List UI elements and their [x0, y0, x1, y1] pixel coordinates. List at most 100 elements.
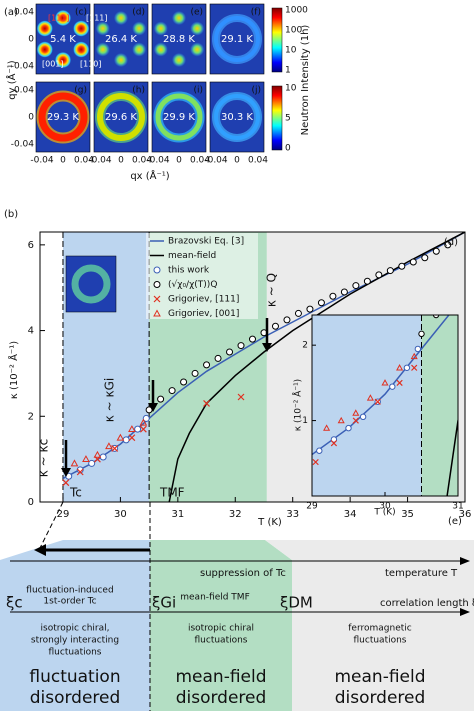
point	[345, 424, 352, 432]
bragg-spot	[73, 20, 90, 37]
regime-name: disordered	[335, 688, 426, 708]
point	[203, 400, 210, 407]
arrow-head	[61, 468, 71, 477]
arrow-head	[34, 544, 46, 556]
point	[375, 271, 383, 279]
regime-name: disordered	[30, 688, 121, 708]
arrow-head	[262, 343, 272, 352]
arrow-label: temperature T	[385, 568, 458, 579]
x-tick-label: 33	[286, 509, 299, 520]
series-group	[62, 232, 465, 502]
point	[214, 354, 222, 362]
x-tick-label: 29	[57, 509, 70, 520]
y-tick-label: 1	[302, 416, 308, 426]
point	[396, 379, 403, 386]
map-letter: (e)	[190, 8, 203, 18]
series-group	[312, 315, 458, 496]
legend-label: (√χ₀/χ(T))Q	[168, 279, 217, 290]
transition-label: 1st-order Tc	[43, 597, 96, 607]
length-label: ξGi	[152, 594, 176, 612]
y-tick-label: 0.04	[14, 8, 34, 18]
arrow-head	[460, 557, 470, 565]
bragg-spot	[73, 41, 90, 58]
legend: Brazovski Eq. [3] mean-field this work (√χ₀…	[146, 233, 258, 319]
bragg-spot	[95, 21, 110, 36]
point	[249, 335, 256, 343]
legend-symbol	[153, 281, 161, 288]
regime-name: fluctuation	[29, 667, 120, 687]
map-temperature: 29.6 K	[105, 112, 137, 123]
map-temperature: 29.3 K	[47, 112, 79, 123]
ring	[214, 16, 260, 62]
point	[340, 288, 348, 296]
regime-name: disordered	[176, 688, 267, 708]
colorbar-tick: 0	[285, 144, 291, 154]
point	[139, 425, 147, 433]
ring	[71, 264, 111, 304]
point	[396, 364, 404, 371]
legend-label: mean-field	[168, 251, 216, 261]
annotation: κ ~ κGi	[103, 378, 117, 422]
annotation: TMF	[159, 486, 185, 500]
point	[111, 445, 119, 452]
point	[62, 479, 70, 487]
legend-symbol	[153, 295, 161, 303]
y-tick-label: 0	[28, 497, 34, 508]
heatmap: (e) 28.8 K	[151, 3, 207, 75]
point	[134, 425, 142, 433]
transition-label: mean-field TMF	[180, 593, 250, 603]
point	[411, 364, 418, 371]
x-tick-label: 30	[114, 509, 127, 520]
heatmap: (g) 29.3 K	[35, 81, 91, 153]
point	[306, 305, 314, 313]
point	[82, 455, 90, 463]
bragg-spot	[95, 42, 110, 57]
bragg-spot	[132, 42, 147, 57]
point	[432, 315, 440, 319]
panel-label: (a)	[4, 7, 18, 18]
point	[432, 247, 440, 255]
bragg-spot	[114, 11, 128, 25]
point	[330, 436, 338, 443]
point	[105, 442, 113, 450]
legend-label: Grigoriev, [111]	[168, 295, 239, 305]
inset-regions	[312, 315, 458, 496]
plot-frame	[39, 231, 466, 503]
colorbar-tick: 1	[285, 66, 291, 76]
direction-label: [111]	[86, 14, 108, 23]
y-tick-label: 6	[28, 240, 34, 251]
map-letter: (j)	[251, 86, 261, 96]
axis-label: T (K)	[373, 508, 395, 518]
y-tick-label: 0	[28, 113, 34, 123]
map-temperature: 29.1 K	[221, 34, 253, 45]
direction-label: [001]	[42, 60, 64, 69]
point	[157, 395, 165, 403]
point	[70, 459, 79, 467]
bragg-spot	[172, 11, 186, 25]
x-tick-label: 0.04	[132, 156, 152, 166]
point	[294, 309, 302, 317]
point	[410, 352, 418, 360]
y-tick-label: -0.04	[11, 140, 35, 150]
axis-label: κ (10⁻² Å⁻¹)	[292, 379, 304, 431]
point	[418, 330, 425, 338]
heatmap: (i) 29.9 K	[151, 81, 207, 153]
x-tick-label: -0.04	[88, 156, 112, 166]
regime-name: mean-field	[175, 667, 266, 687]
bragg-spot	[55, 52, 71, 68]
regime-description: ferromagnetic	[348, 624, 412, 634]
regime-name: mean-field	[334, 667, 425, 687]
point	[116, 433, 125, 441]
y-tick-label: 2	[302, 341, 308, 351]
point	[359, 413, 367, 421]
ring	[214, 94, 260, 140]
legend-symbol	[153, 309, 161, 317]
y-tick-label: -0.04	[11, 62, 35, 72]
legend-label: Grigoriev, [001]	[168, 309, 239, 319]
annotation: κ ~ Q	[265, 273, 279, 307]
colorbar-tick: 5	[285, 114, 291, 124]
map-letter: (f)	[251, 8, 261, 18]
point	[409, 258, 417, 266]
region	[312, 315, 422, 496]
point	[352, 417, 359, 424]
